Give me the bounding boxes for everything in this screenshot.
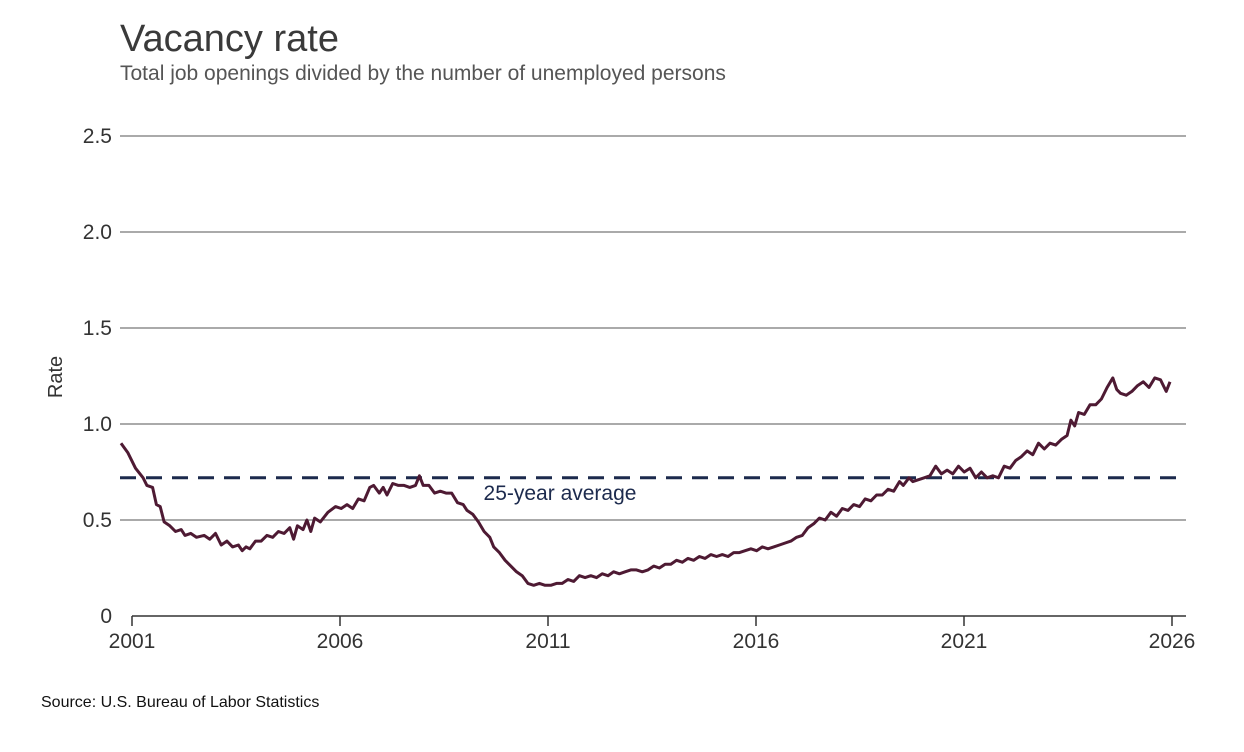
y-tick-labels: 0 0.5 1.0 1.5 2.0 2.5 — [83, 125, 112, 628]
y-tick-label: 0 — [100, 605, 112, 628]
chart-title: Vacancy rate — [120, 18, 339, 60]
y-tick-label: 2.5 — [83, 125, 112, 148]
average-reference: 25-year average — [120, 476, 1186, 505]
x-tick-label: 2011 — [525, 630, 570, 653]
x-tick-labels: 2001 2006 2011 2016 2021 2026 — [109, 630, 1196, 653]
y-tick-label: 0.5 — [83, 509, 112, 532]
x-tick-label: 2021 — [941, 630, 988, 653]
gridlines — [120, 135, 1186, 521]
source-note: Source: U.S. Bureau of Labor Statistics — [41, 694, 320, 711]
average-label: 25-year average — [484, 482, 637, 505]
x-axis — [131, 615, 1186, 626]
series-layer — [119, 376, 1172, 587]
x-tick-label: 2016 — [733, 630, 780, 653]
y-axis-label: Rate — [45, 356, 67, 398]
x-tick-label: 2026 — [1149, 630, 1196, 653]
chart-subtitle: Total job openings divided by the number… — [120, 62, 726, 85]
x-tick-label: 2006 — [317, 630, 364, 653]
y-tick-label: 2.0 — [83, 221, 112, 244]
y-tick-label: 1.5 — [83, 317, 112, 340]
series-line — [119, 376, 1172, 587]
x-tick-label: 2001 — [109, 630, 156, 653]
y-tick-label: 1.0 — [83, 413, 112, 436]
